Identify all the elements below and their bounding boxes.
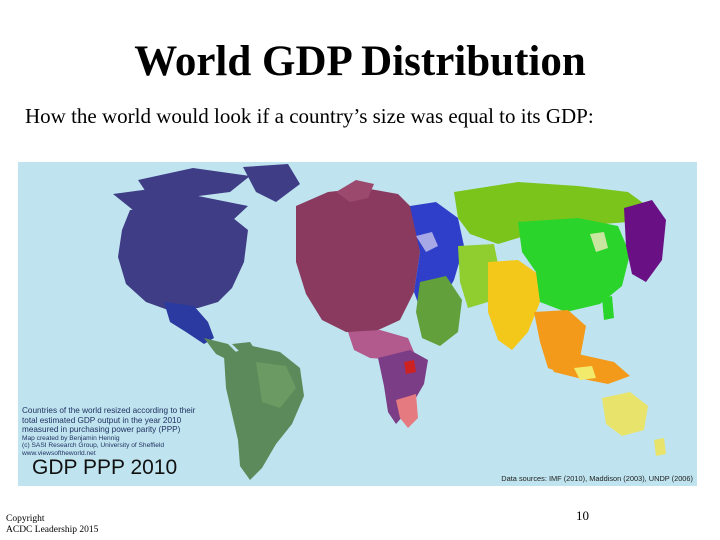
africa-red bbox=[404, 360, 416, 374]
south-asia bbox=[488, 260, 540, 350]
slide-title: World GDP Distribution bbox=[134, 38, 586, 85]
korea bbox=[590, 232, 608, 252]
legend-line: Map created by Benjamin Hennig bbox=[22, 434, 120, 442]
legend-line: measured in purchasing power parity (PPP… bbox=[22, 425, 181, 435]
greenland bbox=[243, 164, 300, 202]
copyright-line: Copyright bbox=[6, 514, 45, 524]
legend-line: (c) SASI Research Group, University of S… bbox=[22, 442, 165, 450]
scandinavia bbox=[336, 180, 374, 202]
slide-subtitle: How the world would look if a country’s … bbox=[25, 104, 594, 128]
data-sources: Data sources: IMF (2010), Maddison (2003… bbox=[501, 474, 693, 483]
new-zealand bbox=[654, 438, 666, 456]
central-america bbox=[164, 302, 214, 344]
north-america bbox=[118, 204, 248, 310]
southeast-asia-islands bbox=[574, 366, 596, 380]
cartogram-graphic bbox=[113, 164, 666, 480]
southern-africa bbox=[396, 394, 418, 428]
map-legend: Countries of the world resized according… bbox=[22, 406, 212, 458]
legend-line: Countries of the world resized according… bbox=[22, 406, 196, 415]
middle-east bbox=[416, 276, 462, 346]
copyright: Copyright ACDC Leadership 2015 bbox=[6, 514, 98, 536]
north-africa bbox=[348, 330, 414, 360]
legend-line: www.viewsoftheworld.net bbox=[22, 449, 96, 457]
eastern-europe-light bbox=[416, 232, 438, 252]
russia-central-asia bbox=[454, 182, 650, 244]
europe bbox=[296, 188, 420, 332]
taiwan bbox=[602, 296, 614, 320]
page-number: 10 bbox=[576, 508, 589, 523]
australia bbox=[602, 392, 648, 436]
sub-saharan-africa bbox=[378, 350, 428, 424]
legend-line: total estimated GDP output in the year 2… bbox=[22, 415, 182, 425]
brazil-detail bbox=[256, 362, 296, 408]
japan bbox=[624, 200, 666, 282]
copyright-line: ACDC Leadership 2015 bbox=[6, 525, 99, 535]
map-label: GDP PPP 2010 bbox=[32, 456, 178, 479]
gdp-cartogram-map: Countries of the world resized according… bbox=[18, 162, 697, 486]
